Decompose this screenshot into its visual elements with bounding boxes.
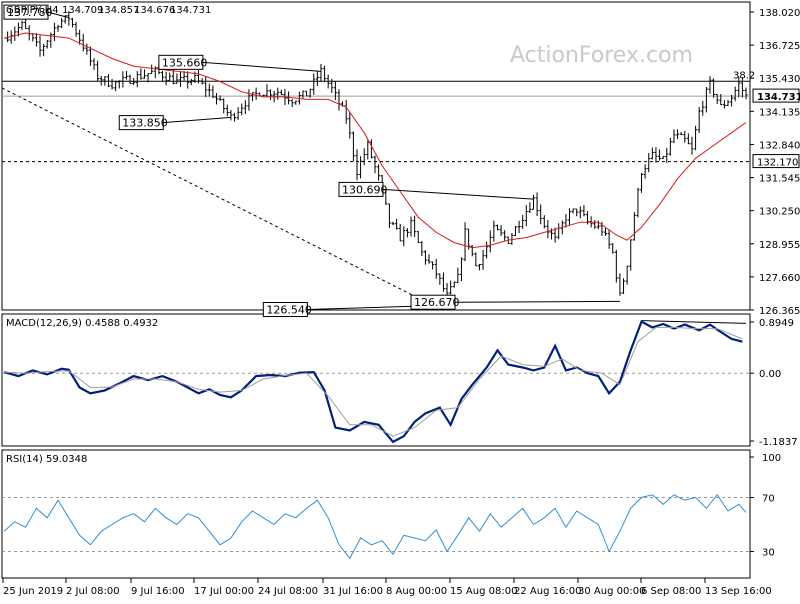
ohlc-close: 134.731	[170, 5, 211, 16]
price-annotation: 126.540	[262, 302, 448, 318]
x-tick-label: 22 Aug 16:00	[514, 586, 581, 597]
annotation-label: 126.540	[266, 304, 312, 317]
price-layer: 137.780 135.660 133.850 126.540 130.690 126.6…	[1, 4, 755, 318]
annotation-label: 137.780	[7, 6, 53, 19]
price-annotation: 137.780	[3, 4, 69, 20]
x-tick-label: 17 Jul 00:00	[194, 586, 254, 597]
macd-line	[3, 320, 743, 444]
rsi-tick-label: 30	[762, 548, 775, 559]
support-level-badge	[752, 154, 800, 169]
current-price-label: 134.731	[757, 92, 800, 103]
x-tick-label: 15 Aug 08:00	[450, 586, 517, 597]
x-tick-label: 9 Jul 16:00	[131, 586, 185, 597]
support-level-label: 132.170	[757, 158, 798, 169]
macd-tick-label: 0.8949	[759, 318, 794, 329]
macd-title: MACD(12,26,9) 0.4588 0.4932	[6, 318, 158, 329]
price-header: GBPJPY,H4 134.709 134.857 134.676 134.73…	[6, 5, 211, 16]
price-tick-label: 127.660	[759, 273, 800, 284]
annotation-connector	[163, 116, 231, 124]
annotation-label: 130.690	[342, 183, 388, 196]
price-tick-label: 135.430	[759, 74, 800, 85]
macd-trendline	[641, 320, 747, 324]
macd-layer	[2, 320, 750, 444]
price-tick-label: 130.250	[759, 207, 800, 218]
symbol-label: GBPJPY,H4	[6, 5, 59, 16]
price-panel-frame	[1, 1, 751, 311]
price-tick-label: 128.955	[759, 240, 800, 251]
price-tick-label: 131.545	[759, 174, 800, 185]
x-tick-label: 31 Jul 16:00	[323, 586, 383, 597]
current-price-badge	[752, 88, 800, 103]
ohlc-open: 134.709	[62, 5, 103, 16]
retracement-label: 38.2	[733, 70, 755, 81]
macd-signal-line	[3, 326, 743, 437]
price-tick-label: 136.725	[759, 41, 800, 52]
rsi-layer	[2, 493, 750, 560]
x-tick-label: 8 Aug 00:00	[386, 586, 447, 597]
annotation-label: 135.660	[162, 56, 208, 69]
annotation-connector	[202, 61, 322, 72]
macd-panel-frame	[1, 313, 751, 447]
price-tick-label: 138.020	[759, 8, 800, 19]
macd-tick-label: -1.1837	[759, 437, 798, 448]
price-tick-label: 134.135	[759, 107, 800, 118]
macd-tick-label: 0.00	[759, 369, 781, 380]
annotation-label: 126.670	[414, 296, 460, 309]
price-annotation: 135.660	[158, 54, 322, 72]
annotation-connector	[455, 300, 620, 303]
candles	[6, 10, 748, 299]
annotation-label: 133.850	[122, 117, 168, 130]
watermark: ActionForex.com	[510, 43, 693, 68]
price-tick-label: 132.840	[759, 140, 800, 151]
x-tick-label: 30 Aug 00:00	[578, 586, 645, 597]
rsi-tick-label: 100	[762, 453, 781, 464]
descending-trendline	[1, 87, 433, 306]
rsi-title: RSI(14) 59.0348	[6, 454, 87, 465]
ohlc-high: 134.857	[98, 5, 139, 16]
moving-average-line	[3, 32, 747, 249]
x-tick-label: 24 Jul 08:00	[258, 586, 318, 597]
x-tick-label: 25 Jun 2019	[3, 586, 63, 597]
price-annotation: 126.670	[410, 294, 620, 310]
rsi-tick-label: 70	[762, 494, 775, 505]
price-annotation: 133.850	[118, 115, 231, 131]
annotation-connector	[382, 188, 534, 200]
price-tick-label: 126.365	[759, 306, 800, 317]
ohlc-low: 134.676	[134, 5, 175, 16]
x-tick-label: 13 Sep 16:00	[705, 586, 772, 597]
rsi-line	[3, 493, 747, 560]
rsi-panel-frame	[1, 449, 751, 579]
price-annotation: 130.690	[338, 181, 534, 200]
x-tick-label: 2 Jul 08:00	[66, 586, 120, 597]
axis-layer: 138.020 136.725 135.430 134.135 132.840 131.5…	[2, 8, 800, 597]
x-tick-label: 6 Sep 08:00	[641, 586, 701, 597]
annotation-connector	[47, 11, 69, 19]
